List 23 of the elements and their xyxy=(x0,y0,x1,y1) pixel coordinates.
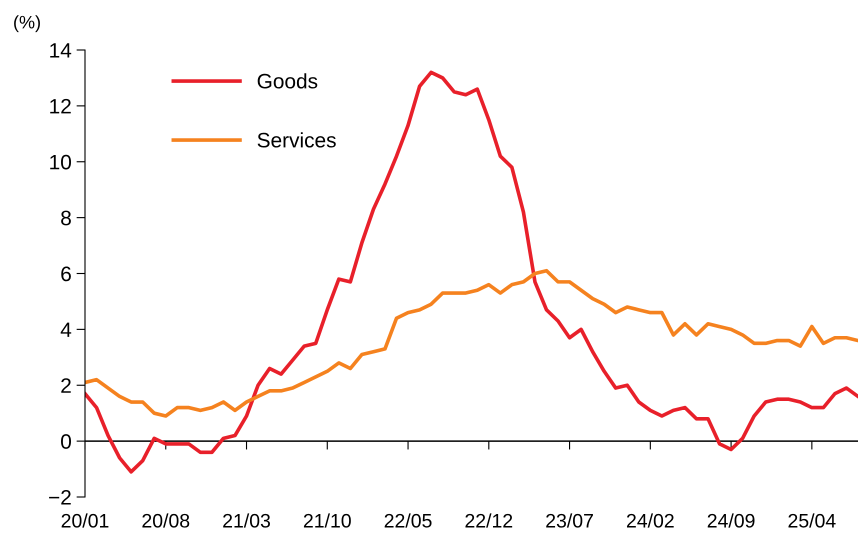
y-tick-label: 2 xyxy=(61,378,71,393)
y-axis-title: (%) xyxy=(14,15,40,32)
x-tick-label: 21/10 xyxy=(304,513,351,528)
x-tick-label: 22/05 xyxy=(384,513,432,528)
y-tick-label: 4 xyxy=(60,322,72,337)
x-tick-label: 22/12 xyxy=(465,513,512,528)
x-tick-label: 20/01 xyxy=(62,513,108,528)
x-tick-label: 23/07 xyxy=(546,513,593,528)
y-tick-label: 8 xyxy=(61,210,71,226)
line-series xyxy=(85,268,858,418)
x-tick-label: 25/04 xyxy=(788,513,836,528)
y-tick-label: 6 xyxy=(61,266,71,282)
y-tick-label: −2 xyxy=(49,490,71,505)
legend-label: Services xyxy=(258,132,336,148)
y-tick-label: 10 xyxy=(50,154,71,170)
y-tick-label: 12 xyxy=(50,98,71,114)
x-tick-label: 20/08 xyxy=(142,513,190,528)
y-tick-label: 14 xyxy=(50,43,72,58)
legend-label: Goods xyxy=(258,73,318,89)
x-tick-label: 24/02 xyxy=(626,513,674,528)
x-tick-label: 21/03 xyxy=(223,513,270,528)
x-tick-label: 24/09 xyxy=(708,513,754,528)
y-tick-label: 0 xyxy=(61,434,71,449)
